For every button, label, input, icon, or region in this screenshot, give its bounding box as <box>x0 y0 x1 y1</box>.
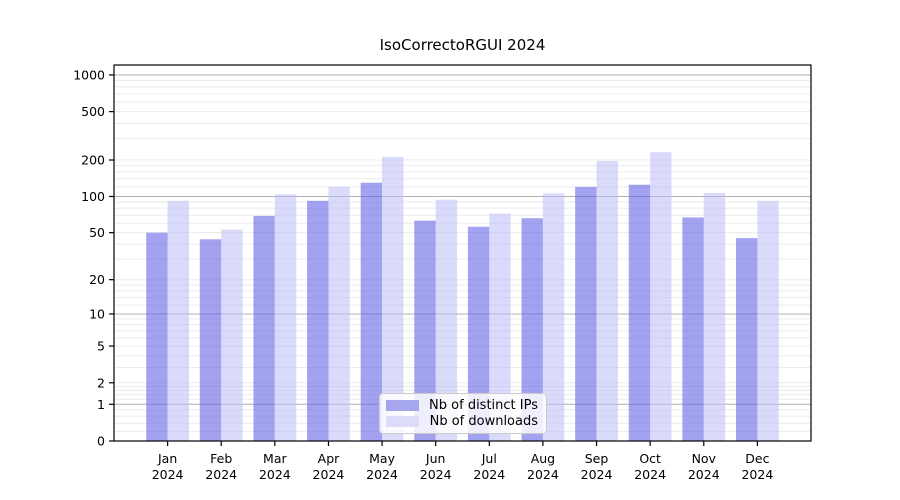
y-tick-label: 50 <box>89 225 105 240</box>
y-tick-label: 5 <box>97 339 105 354</box>
legend-label-downloads: Nb of downloads <box>429 413 538 429</box>
bar-distinct-ips <box>575 186 597 441</box>
x-tick-label: Jun 2024 <box>420 451 452 482</box>
bar-downloads <box>221 229 243 441</box>
bar-downloads <box>650 152 672 442</box>
legend-label-distinct-ips: Nb of distinct IPs <box>429 398 538 414</box>
x-tick-label: Mar 2024 <box>259 451 291 482</box>
bar-downloads <box>328 186 350 441</box>
x-tick-label: Nov 2024 <box>688 451 720 482</box>
y-tick-label: 0 <box>97 434 105 449</box>
x-tick-label: Jan 2024 <box>152 451 184 482</box>
bar-downloads <box>542 193 565 441</box>
x-tick-label: Dec 2024 <box>741 451 773 482</box>
bar-distinct-ips <box>467 226 490 441</box>
bar-distinct-ips <box>146 232 168 441</box>
bar-distinct-ips <box>682 217 704 441</box>
legend: Nb of distinct IPs Nb of downloads <box>379 393 547 434</box>
bar-downloads <box>703 192 726 441</box>
bar-downloads <box>596 161 618 441</box>
x-tick-label: Apr 2024 <box>313 451 345 482</box>
bar-downloads <box>435 199 458 441</box>
x-tick-label: Aug 2024 <box>527 451 559 482</box>
plot-border <box>113 64 812 442</box>
y-tick-label: 1 <box>97 397 105 412</box>
bar-distinct-ips <box>628 184 651 441</box>
y-tick-label: 100 <box>81 189 105 204</box>
y-tick-label: 1000 <box>73 67 105 82</box>
legend-item-distinct-ips: Nb of distinct IPs <box>386 398 538 414</box>
bar-distinct-ips <box>414 220 436 441</box>
y-tick-label: 20 <box>89 272 105 287</box>
bar-downloads <box>382 156 404 441</box>
bar-distinct-ips <box>253 215 275 441</box>
bar-downloads <box>274 194 297 441</box>
y-tick-label: 200 <box>81 153 105 168</box>
legend-item-downloads: Nb of downloads <box>386 414 538 430</box>
legend-swatch-distinct-ips <box>386 400 419 412</box>
bar-distinct-ips <box>521 218 543 441</box>
bar-distinct-ips <box>199 239 222 441</box>
x-tick-label: Feb 2024 <box>205 451 237 482</box>
bar-distinct-ips <box>735 238 758 441</box>
y-tick-label: 500 <box>81 104 105 119</box>
bar-distinct-ips <box>360 182 383 441</box>
y-tick-label: 10 <box>89 306 105 321</box>
bar-distinct-ips <box>307 200 329 441</box>
x-tick-label: Oct 2024 <box>634 451 666 482</box>
x-tick-label: Sep 2024 <box>581 451 613 482</box>
y-tick-label: 2 <box>97 375 105 390</box>
bar-downloads <box>489 213 511 441</box>
x-tick-label: May 2024 <box>366 451 398 482</box>
bar-downloads <box>757 200 779 441</box>
bar-downloads <box>167 200 190 441</box>
legend-swatch-downloads <box>386 415 419 427</box>
x-tick-label: Jul 2024 <box>473 451 505 482</box>
chart-title: IsoCorrectoRGUI 2024 <box>379 36 546 54</box>
